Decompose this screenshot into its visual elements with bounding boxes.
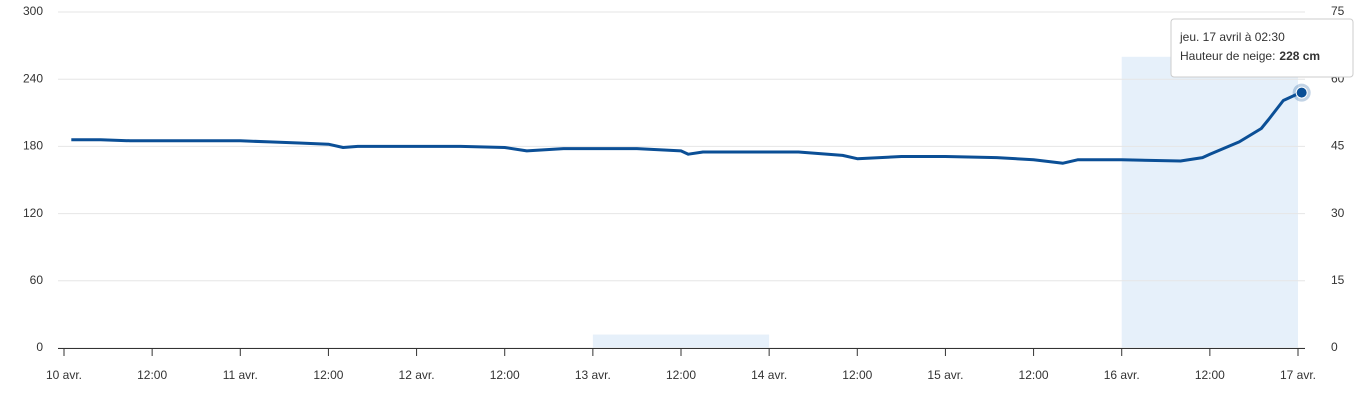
x-tick-label: 14 avr.	[751, 368, 787, 382]
tooltip-box	[1170, 18, 1354, 78]
x-tick-label: 16 avr.	[1104, 368, 1140, 382]
x-tick-label: 13 avr.	[575, 368, 611, 382]
y2-tick-label: 15	[1331, 273, 1345, 287]
x-tick-label: 12:00	[490, 368, 520, 382]
x-tick-label: 15 avr.	[927, 368, 963, 382]
x-tick-label: 12:00	[842, 368, 872, 382]
x-tick-label: 12:00	[1019, 368, 1049, 382]
tooltip-title: jeu. 17 avril à 02:30	[1179, 30, 1285, 44]
point-marker	[1295, 86, 1308, 99]
x-tick-label: 11 avr.	[223, 368, 258, 382]
line	[71, 91, 1303, 165]
y2-tick-label: 75	[1331, 4, 1345, 18]
tooltip-label: Hauteur de neige:	[1180, 49, 1275, 63]
x-tick-label: 12 avr.	[399, 368, 435, 382]
line-layer	[71, 91, 1303, 165]
y2-tick-label: 30	[1331, 206, 1345, 220]
x-tick-label: 17 avr.	[1280, 368, 1316, 382]
x-tick-label: 12:00	[313, 368, 343, 382]
bars	[592, 56, 1298, 349]
bar	[1121, 56, 1298, 349]
bar	[592, 334, 770, 348]
y2-tick-label: 0	[1331, 340, 1338, 354]
y-tick-label: 240	[23, 71, 43, 85]
y2-tick-label: 45	[1331, 139, 1345, 153]
tooltip-value: 228 cm	[1279, 49, 1320, 63]
y-tick-label: 120	[23, 206, 43, 220]
y-tick-label: 60	[30, 273, 44, 287]
x-tick-label: 10 avr.	[46, 368, 82, 382]
tooltip-row: Hauteur de neige: 228 cm	[1180, 49, 1320, 63]
y-tick-label: 0	[36, 340, 43, 354]
x-tick-label: 12:00	[1195, 368, 1225, 382]
x-tick-label: 12:00	[666, 368, 696, 382]
x-tick-label: 12:00	[137, 368, 167, 382]
y-tick-label: 180	[23, 139, 43, 153]
tooltip: jeu. 17 avril à 02:30 Hauteur de neige: 22…	[1170, 18, 1354, 102]
y-tick-label: 300	[23, 4, 43, 18]
